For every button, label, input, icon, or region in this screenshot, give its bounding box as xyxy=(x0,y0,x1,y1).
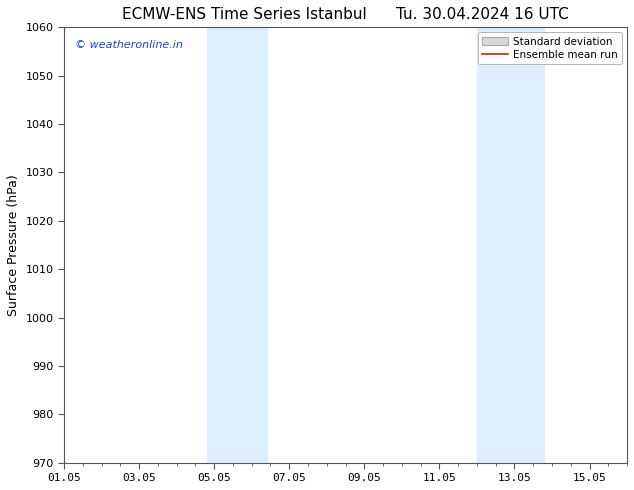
Title: ECMW-ENS Time Series Istanbul      Tu. 30.04.2024 16 UTC: ECMW-ENS Time Series Istanbul Tu. 30.04.… xyxy=(122,7,569,22)
Bar xyxy=(207,27,267,463)
Bar xyxy=(477,27,545,463)
Legend: Standard deviation, Ensemble mean run: Standard deviation, Ensemble mean run xyxy=(477,32,622,64)
Y-axis label: Surface Pressure (hPa): Surface Pressure (hPa) xyxy=(7,174,20,316)
Text: © weatheronline.in: © weatheronline.in xyxy=(75,40,183,50)
